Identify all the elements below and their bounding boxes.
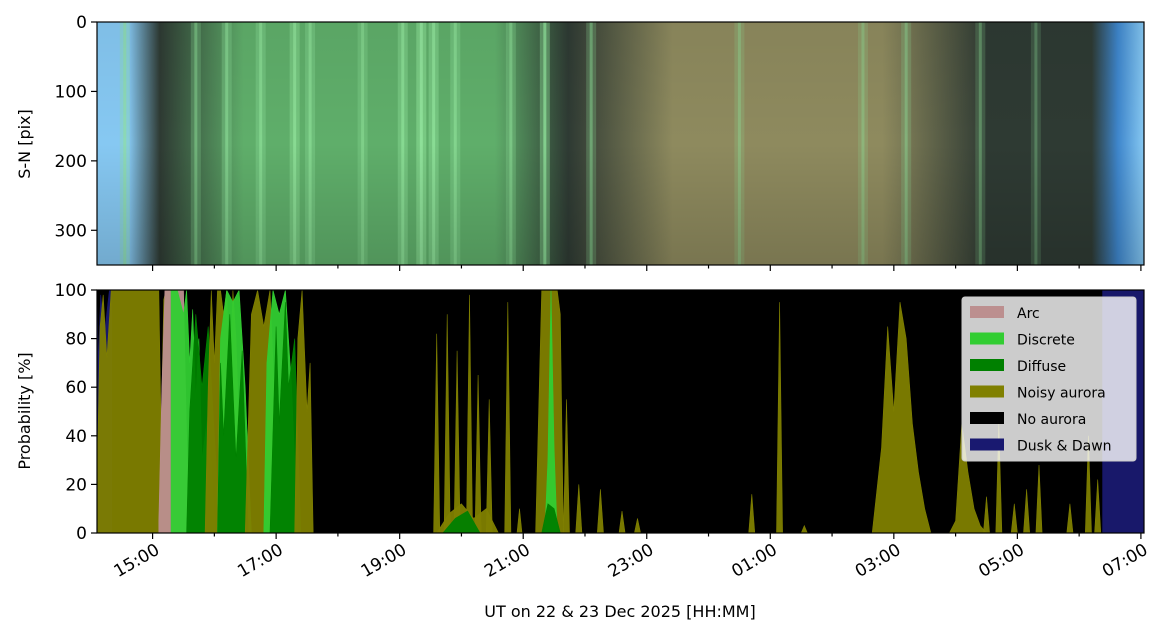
keogram-frame bbox=[96, 21, 1145, 266]
probability-xtick-label: 07:00 bbox=[1099, 540, 1151, 582]
probability-area-noisy-aurora bbox=[596, 489, 604, 533]
legend-swatch bbox=[970, 385, 1004, 398]
probability-area-noisy-aurora bbox=[433, 333, 441, 533]
probability-area-noisy-aurora bbox=[453, 350, 461, 533]
probability-area-diffuse bbox=[541, 503, 561, 533]
probability-area-noisy-aurora bbox=[443, 314, 451, 533]
probability-area-noisy-aurora bbox=[748, 494, 756, 533]
probability-area-noisy-aurora bbox=[1084, 435, 1092, 533]
probability-area-noisy-aurora bbox=[618, 511, 626, 533]
probability-area-noisy-aurora bbox=[1066, 503, 1074, 533]
probability-xtick-label: 21:00 bbox=[481, 540, 533, 582]
legend-swatch bbox=[970, 332, 1004, 345]
probability-x-axis: 15:00 17:00 19:00 21:00 23:00 01:00 03:00 05:00… bbox=[111, 533, 1151, 582]
probability-area-discrete bbox=[544, 290, 558, 533]
probability-xtick-label: 19:00 bbox=[358, 540, 410, 582]
probability-ytick-label: 40 bbox=[65, 427, 87, 447]
probability-ytick-label: 20 bbox=[65, 475, 87, 495]
probability-regions bbox=[97, 290, 1144, 533]
legend-label: Arc bbox=[1017, 306, 1040, 322]
probability-area-noisy-aurora bbox=[800, 524, 808, 533]
legend-swatch bbox=[970, 306, 1004, 318]
probability-area-noisy-aurora bbox=[294, 290, 314, 533]
keogram-shade bbox=[97, 22, 1144, 265]
probability-area-noisy-aurora bbox=[485, 399, 493, 533]
probability-area-noisy-aurora bbox=[575, 484, 583, 533]
legend-items: Arc Discrete Diffuse Noisy aurora No aurora D… bbox=[970, 306, 1112, 455]
probability-frame bbox=[96, 289, 1145, 534]
probability-xtick-label: 17:00 bbox=[234, 540, 286, 582]
probability-ytick-label: 60 bbox=[65, 378, 87, 398]
keogram-ytick-label: 0 bbox=[76, 13, 87, 33]
probability-area-noisy-aurora bbox=[776, 302, 783, 533]
probability-area-noisy-aurora bbox=[97, 290, 171, 533]
probability-ylabel: Probability [%] bbox=[15, 352, 34, 469]
probability-area-diffuse bbox=[442, 510, 481, 533]
legend-label: Noisy aurora bbox=[1017, 386, 1106, 402]
probability-area-noisy-aurora bbox=[983, 496, 990, 533]
probability-xtick-label: 23:00 bbox=[605, 540, 657, 582]
probability-area-noisy-aurora bbox=[466, 294, 473, 533]
keogram-ytick-label: 300 bbox=[55, 221, 87, 241]
x-axis-label: UT on 22 & 23 Dec 2025 [HH:MM] bbox=[484, 602, 755, 621]
legend-label: Dusk & Dawn bbox=[1017, 439, 1112, 455]
legend-swatch bbox=[970, 412, 1004, 424]
keogram-panel bbox=[97, 22, 1144, 265]
probability-xtick-label: 15:00 bbox=[111, 540, 163, 582]
keogram-y-axis: 0 100 200 300 bbox=[55, 13, 97, 241]
probability-ytick-label: 0 bbox=[76, 524, 87, 544]
probability-xtick-label: 01:00 bbox=[728, 540, 780, 582]
keogram-ylabel: S-N [pix] bbox=[15, 109, 34, 179]
legend-swatch bbox=[970, 359, 1004, 371]
probability-xtick-label: 05:00 bbox=[975, 540, 1027, 582]
keogram-ytick-label: 200 bbox=[55, 152, 87, 172]
probability-area-noisy-aurora bbox=[871, 302, 932, 533]
probability-area-noisy-aurora bbox=[474, 374, 482, 533]
probability-area-noisy-aurora bbox=[634, 518, 641, 533]
probability-area-noisy-aurora bbox=[1094, 479, 1102, 533]
probability-area-noisy-aurora bbox=[1010, 503, 1018, 533]
keogram-ytick-label: 100 bbox=[55, 82, 87, 102]
probability-ytick-label: 80 bbox=[65, 330, 87, 350]
probability-area-noisy-aurora bbox=[1035, 464, 1043, 533]
probability-area-noisy-aurora bbox=[563, 399, 570, 533]
probability-area-noisy-aurora bbox=[516, 508, 523, 533]
legend-swatch bbox=[970, 438, 1004, 451]
probability-ytick-label: 100 bbox=[55, 281, 87, 301]
probability-xtick-label: 03:00 bbox=[852, 540, 904, 582]
legend-label: Diffuse bbox=[1017, 359, 1066, 375]
legend-box bbox=[961, 296, 1137, 462]
legend: Arc Discrete Diffuse Noisy aurora No aurora D… bbox=[961, 296, 1137, 462]
probability-y-axis: 0 20 40 60 80 100 bbox=[55, 281, 97, 544]
probability-area-noisy-aurora bbox=[504, 302, 512, 533]
legend-label: No aurora bbox=[1017, 412, 1086, 428]
legend-label: Discrete bbox=[1017, 333, 1075, 349]
probability-area-noisy-aurora bbox=[995, 423, 1003, 533]
probability-area-noisy-aurora bbox=[1023, 489, 1031, 533]
keogram-x-ticks bbox=[151, 265, 1142, 271]
